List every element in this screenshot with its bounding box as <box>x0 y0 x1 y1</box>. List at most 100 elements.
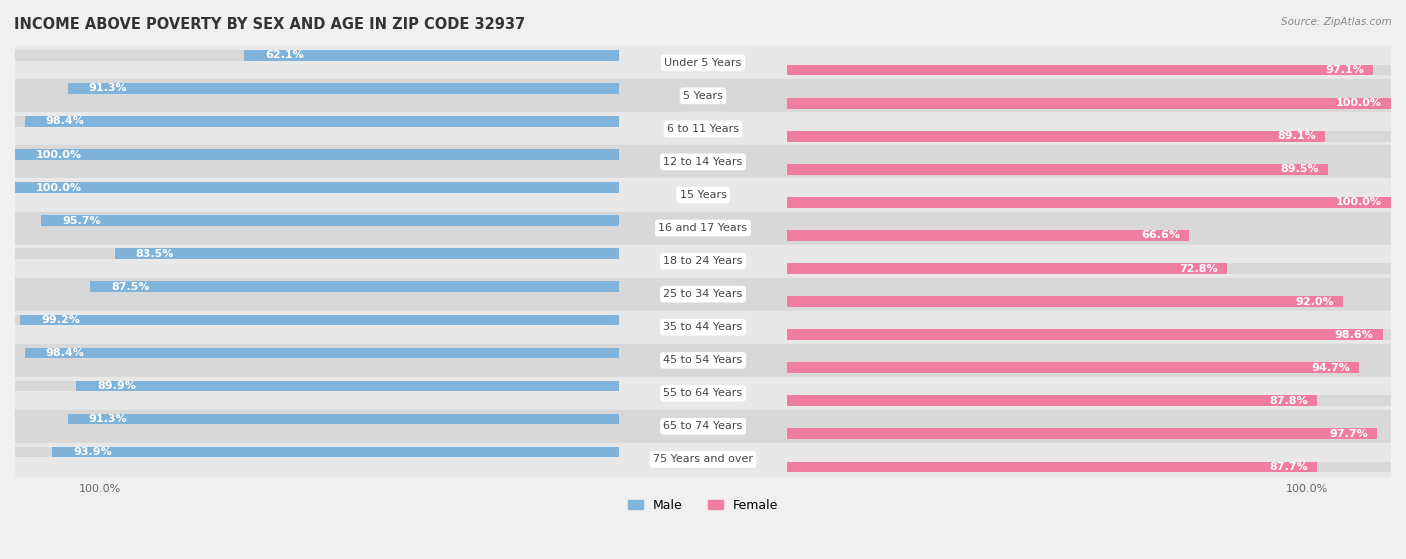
Bar <box>787 395 1317 406</box>
Text: 5 Years: 5 Years <box>683 91 723 101</box>
Bar <box>787 65 1374 75</box>
Text: 12 to 14 Years: 12 to 14 Years <box>664 157 742 167</box>
Bar <box>20 315 619 325</box>
Text: 25 to 34 Years: 25 to 34 Years <box>664 289 742 299</box>
Text: 55 to 64 Years: 55 to 64 Years <box>664 389 742 399</box>
Bar <box>787 329 1382 340</box>
Bar <box>787 362 1391 373</box>
Text: 100.0%: 100.0% <box>37 150 82 159</box>
Bar <box>787 230 1391 241</box>
Text: 45 to 54 Years: 45 to 54 Years <box>664 356 742 365</box>
Bar <box>15 377 1391 410</box>
Text: 98.4%: 98.4% <box>46 348 84 358</box>
Text: 83.5%: 83.5% <box>136 249 174 259</box>
Bar <box>15 178 1391 211</box>
Bar <box>15 278 1391 311</box>
Bar <box>787 263 1227 274</box>
Bar <box>15 215 619 226</box>
Text: 94.7%: 94.7% <box>1310 363 1350 373</box>
Bar <box>67 83 619 94</box>
Text: Source: ZipAtlas.com: Source: ZipAtlas.com <box>1281 17 1392 27</box>
Text: 62.1%: 62.1% <box>264 50 304 60</box>
Bar <box>15 83 619 94</box>
Bar <box>15 182 619 193</box>
Text: 65 to 74 Years: 65 to 74 Years <box>664 421 742 432</box>
Text: 93.9%: 93.9% <box>73 447 111 457</box>
Bar <box>15 245 1391 278</box>
Text: 16 and 17 Years: 16 and 17 Years <box>658 223 748 233</box>
Bar <box>15 443 1391 476</box>
Bar <box>787 197 1391 208</box>
Text: 91.3%: 91.3% <box>89 414 128 424</box>
Bar <box>15 46 1391 79</box>
Bar <box>67 414 619 424</box>
Bar <box>787 230 1189 241</box>
Text: 97.1%: 97.1% <box>1326 65 1364 75</box>
Text: 89.5%: 89.5% <box>1279 164 1319 174</box>
Bar <box>15 211 1391 245</box>
Bar <box>787 429 1376 439</box>
Bar <box>15 149 619 160</box>
Text: 89.9%: 89.9% <box>97 381 136 391</box>
Bar <box>114 248 619 259</box>
Text: 87.5%: 87.5% <box>111 282 150 292</box>
Text: INCOME ABOVE POVERTY BY SEX AND AGE IN ZIP CODE 32937: INCOME ABOVE POVERTY BY SEX AND AGE IN Z… <box>14 17 526 32</box>
Legend: Male, Female: Male, Female <box>623 494 783 517</box>
Text: 95.7%: 95.7% <box>62 216 101 226</box>
Bar <box>15 381 619 391</box>
Bar <box>787 98 1391 108</box>
Bar <box>15 414 619 424</box>
Bar <box>15 112 1391 145</box>
Bar <box>15 50 619 61</box>
Bar <box>90 282 619 292</box>
Bar <box>25 348 619 358</box>
Bar <box>15 79 1391 112</box>
Bar <box>15 311 1391 344</box>
Bar <box>787 131 1391 141</box>
Text: 91.3%: 91.3% <box>89 83 128 93</box>
Bar <box>15 116 619 127</box>
Bar <box>787 131 1326 141</box>
Text: 72.8%: 72.8% <box>1180 263 1218 273</box>
Bar <box>15 182 619 193</box>
Text: 75 Years and over: 75 Years and over <box>652 454 754 465</box>
Bar <box>787 329 1391 340</box>
Bar <box>15 149 619 160</box>
Bar <box>787 462 1317 472</box>
Text: 66.6%: 66.6% <box>1142 230 1181 240</box>
Bar <box>787 462 1391 472</box>
Bar <box>52 447 619 457</box>
Bar <box>15 145 1391 178</box>
Bar <box>243 50 619 61</box>
Bar <box>15 248 619 259</box>
Bar <box>15 410 1391 443</box>
Text: 6 to 11 Years: 6 to 11 Years <box>666 124 740 134</box>
Bar <box>787 164 1327 174</box>
Bar <box>41 215 619 226</box>
Text: 89.1%: 89.1% <box>1278 131 1316 141</box>
Text: 98.4%: 98.4% <box>46 116 84 126</box>
Text: 98.6%: 98.6% <box>1334 330 1374 340</box>
Bar <box>787 395 1391 406</box>
Bar <box>15 282 619 292</box>
Bar <box>787 429 1391 439</box>
Text: 35 to 44 Years: 35 to 44 Years <box>664 322 742 332</box>
Bar <box>15 348 619 358</box>
Text: Under 5 Years: Under 5 Years <box>665 58 741 68</box>
Text: 97.7%: 97.7% <box>1329 429 1368 439</box>
Text: 92.0%: 92.0% <box>1295 297 1334 306</box>
Text: 100.0%: 100.0% <box>1336 98 1382 108</box>
Text: 87.7%: 87.7% <box>1270 462 1308 472</box>
Bar <box>787 98 1391 108</box>
Text: 87.8%: 87.8% <box>1270 396 1309 406</box>
Bar <box>76 381 619 391</box>
Text: 100.0%: 100.0% <box>1336 197 1382 207</box>
Bar <box>787 263 1391 274</box>
Bar <box>25 116 619 127</box>
Bar <box>787 296 1343 307</box>
Bar <box>787 65 1391 75</box>
Bar <box>787 362 1360 373</box>
Text: 99.2%: 99.2% <box>41 315 80 325</box>
Bar <box>787 164 1391 174</box>
Bar <box>15 447 619 457</box>
